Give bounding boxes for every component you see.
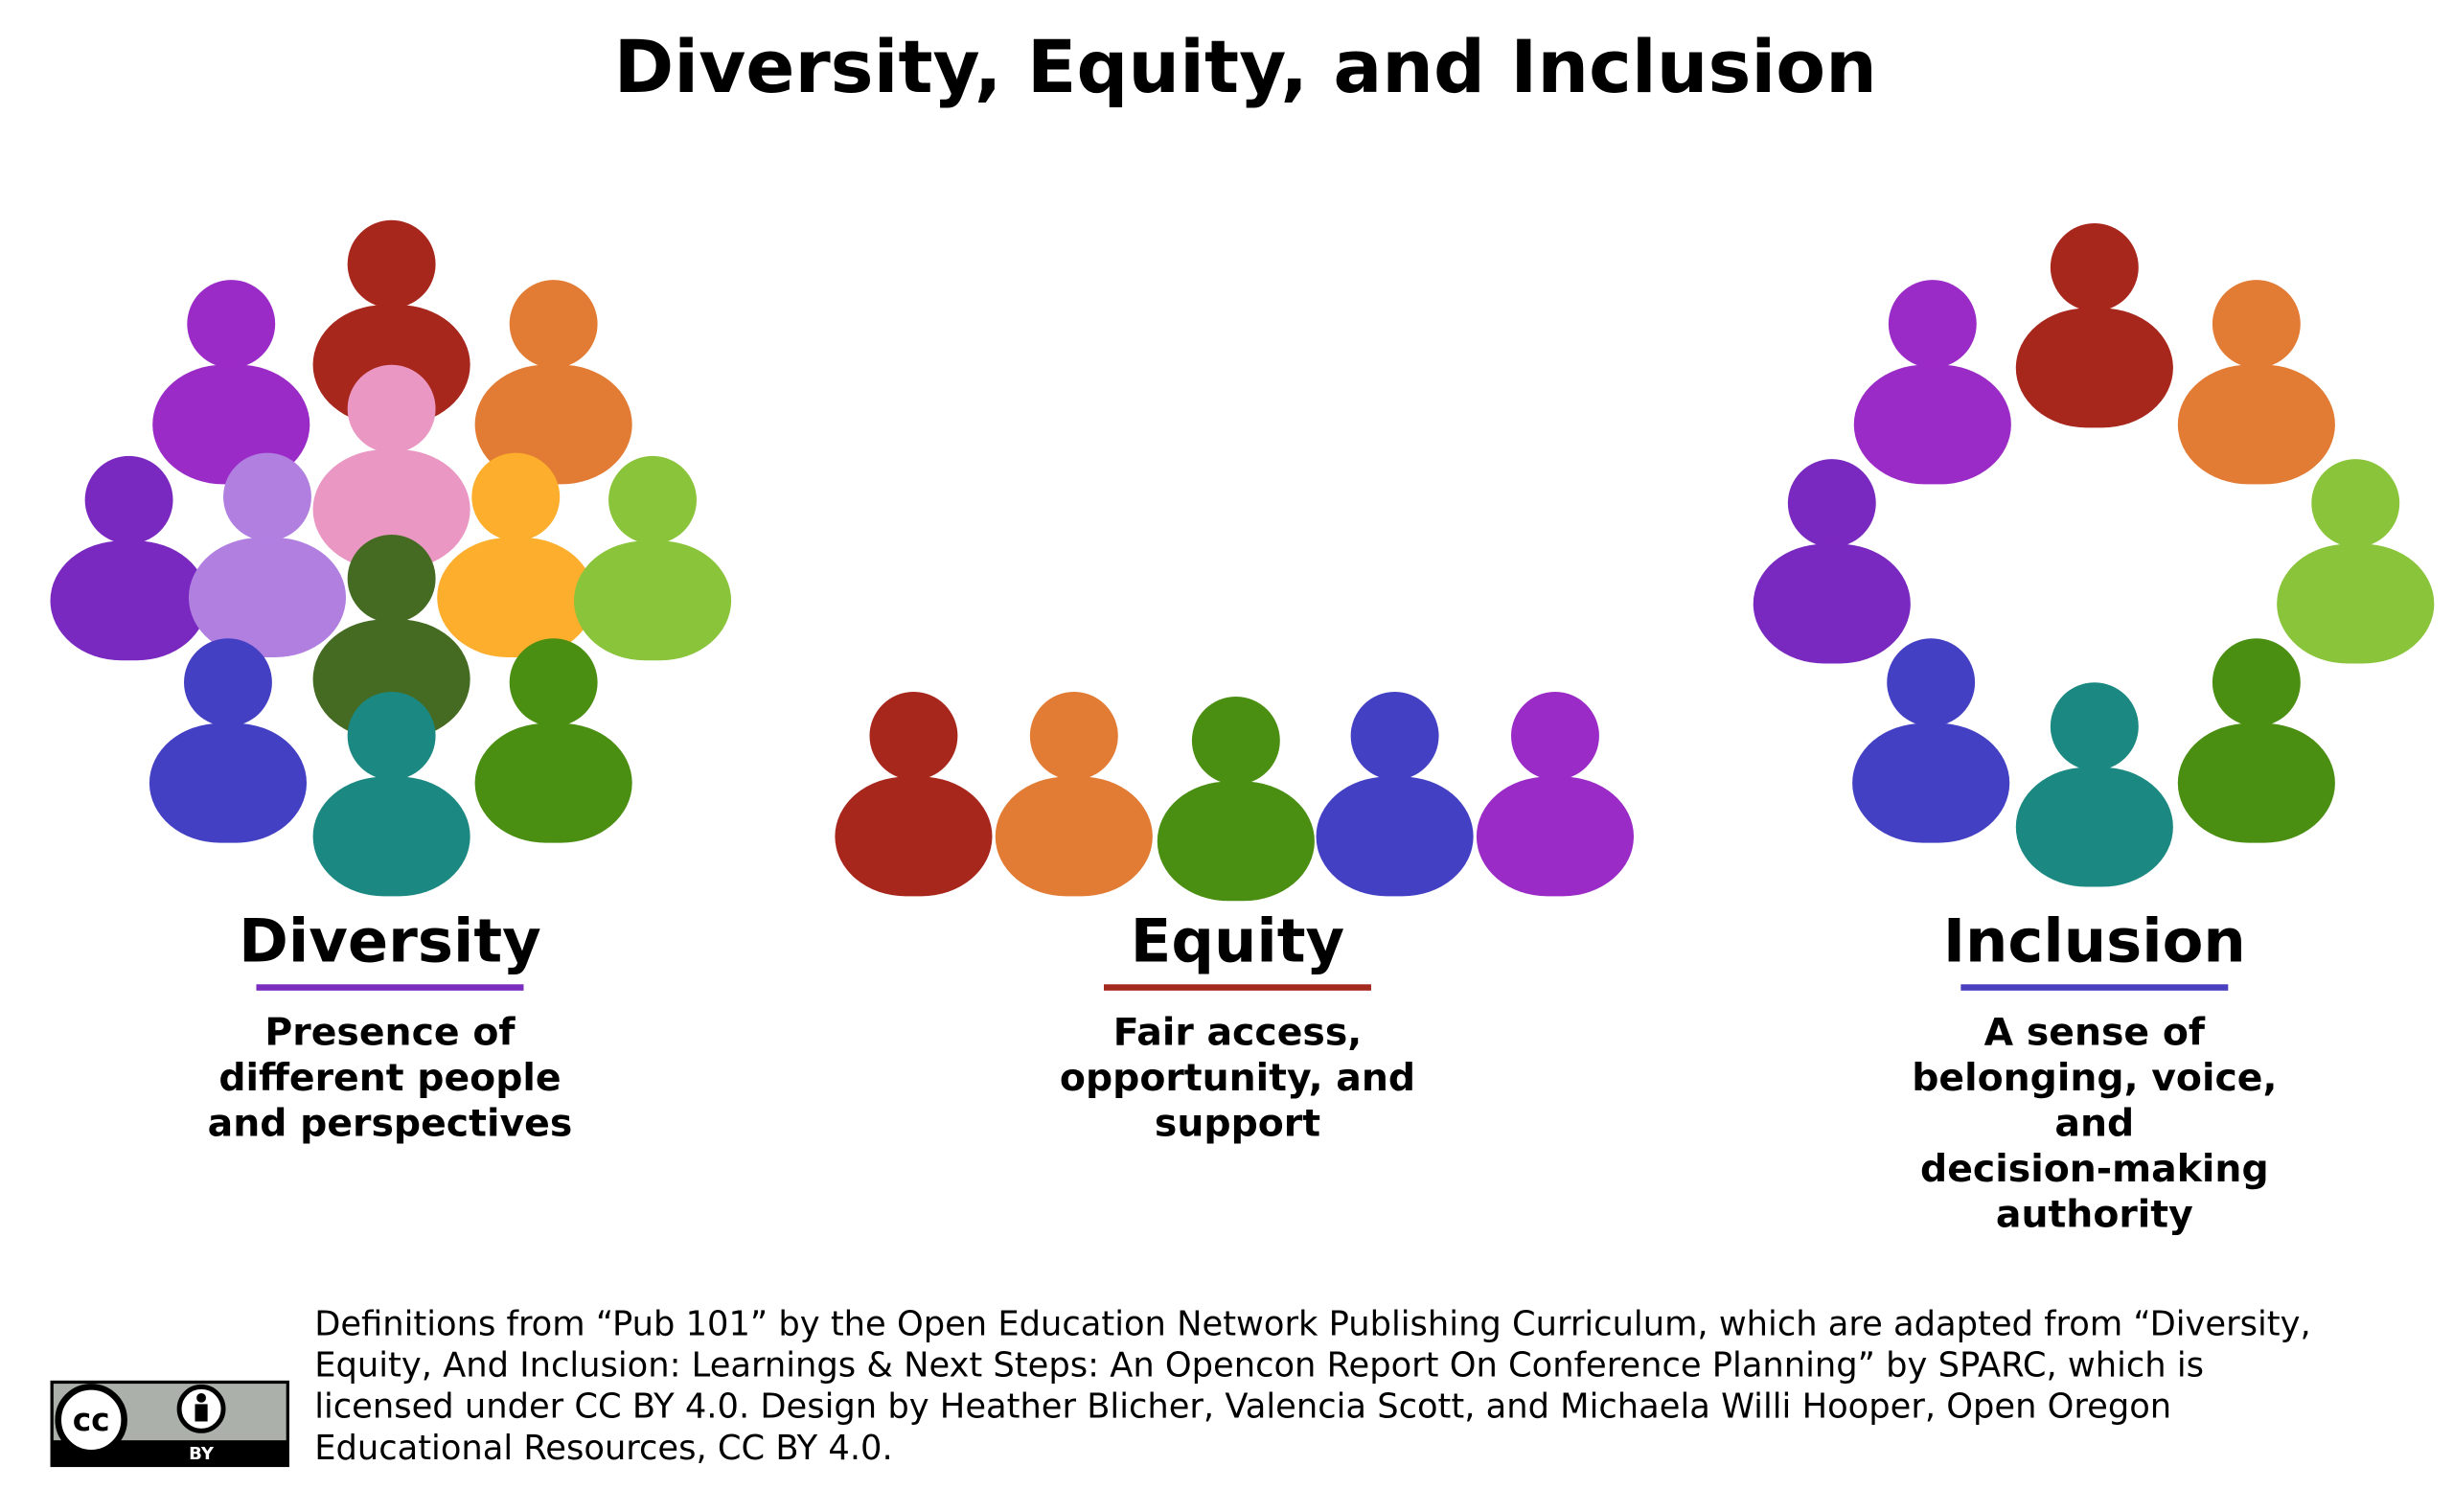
- person-head: [2050, 223, 2139, 311]
- person-head: [1888, 280, 1977, 368]
- person-head: [347, 364, 436, 453]
- person-body: [149, 722, 308, 843]
- person-head: [223, 452, 311, 541]
- section-heading: Diversity: [239, 905, 541, 975]
- person-head: [1350, 692, 1439, 780]
- person-icon: [1853, 280, 2011, 485]
- person-body: [995, 776, 1153, 897]
- person-head: [2311, 459, 2400, 548]
- person-icon: [1157, 696, 1315, 902]
- person-body: [2277, 543, 2435, 664]
- person-body: [573, 540, 732, 661]
- person-icon: [1753, 459, 1911, 664]
- section-description: opportunity, and: [1060, 1056, 1415, 1100]
- person-icon: [188, 452, 347, 657]
- person-icon: [149, 638, 308, 843]
- heading-underline: [1104, 984, 1371, 991]
- person-icon: [2177, 638, 2335, 843]
- person-icon: [995, 692, 1153, 897]
- person-icon: [835, 692, 993, 897]
- person-icon: [437, 452, 595, 657]
- person-icon: [2277, 459, 2435, 664]
- person-head: [471, 452, 561, 541]
- section-description: and perspectives: [208, 1101, 573, 1145]
- person-head: [1029, 692, 1118, 780]
- section-heading: Inclusion: [1943, 905, 2246, 975]
- person-icon: [1476, 692, 1635, 897]
- person-head: [347, 692, 436, 780]
- person-icon: [573, 455, 732, 661]
- person-head: [1191, 696, 1280, 785]
- cc-circle: [55, 1384, 127, 1456]
- section-description: authority: [1996, 1193, 2193, 1237]
- person-body: [2177, 722, 2335, 843]
- person-body: [1753, 543, 1911, 664]
- by-icon-head: [196, 1392, 206, 1403]
- footer-line: Equity, And Inclusion: Learnings & Next …: [314, 1346, 2204, 1386]
- person-body: [1853, 364, 2011, 485]
- section-description: Presence of: [264, 1010, 516, 1054]
- section-description: A sense of: [1984, 1010, 2206, 1054]
- person-head: [509, 638, 598, 727]
- section-description: belonging, voice,: [1912, 1056, 2277, 1100]
- person-body: [50, 540, 208, 661]
- person-icon: [2015, 682, 2173, 887]
- cc-text: cc: [73, 1402, 110, 1438]
- person-icon: [312, 364, 470, 570]
- person-head: [1787, 459, 1876, 548]
- cc-badge: cc BY: [50, 1380, 289, 1468]
- person-icon: [312, 534, 470, 740]
- person-body: [312, 619, 470, 740]
- person-body: [835, 776, 993, 897]
- person-body: [188, 538, 347, 657]
- person-body: [312, 776, 470, 897]
- person-head: [1887, 638, 1976, 727]
- section-description: decision-making: [1920, 1147, 2269, 1191]
- person-head: [347, 534, 436, 623]
- person-icon: [50, 455, 208, 661]
- person-body: [2015, 308, 2173, 428]
- footer-line: Educational Resources, CC BY 4.0.: [314, 1429, 892, 1468]
- person-body: [1476, 776, 1635, 897]
- section-description: Fair access,: [1113, 1010, 1363, 1054]
- by-text: BY: [189, 1444, 215, 1464]
- heading-underline: [1960, 984, 2229, 991]
- person-body: [2177, 364, 2335, 485]
- footer-line: Definitions from “Pub 101” by the Open E…: [314, 1304, 2311, 1343]
- section-description: support: [1155, 1101, 1320, 1145]
- person-body: [474, 722, 632, 843]
- person-body: [1316, 776, 1474, 897]
- person-body: [1852, 722, 2010, 843]
- person-head: [869, 692, 958, 780]
- heading-underline: [256, 984, 524, 991]
- person-head: [2050, 682, 2139, 771]
- by-icon-body: [195, 1404, 208, 1422]
- person-body: [2015, 767, 2173, 887]
- person-icon: [474, 638, 632, 843]
- person-head: [2212, 638, 2301, 727]
- person-head: [608, 455, 697, 544]
- person-head: [184, 638, 272, 727]
- person-head: [1511, 692, 1599, 780]
- person-icon: [312, 692, 470, 897]
- person-head: [509, 280, 598, 368]
- title: Diversity, Equity, and Inclusion: [614, 25, 1877, 109]
- section-description: and: [2054, 1101, 2134, 1145]
- person-head: [187, 280, 276, 368]
- section-description: different people: [218, 1056, 561, 1100]
- person-body: [437, 538, 595, 657]
- person-body: [1157, 781, 1315, 902]
- section-heading: Equity: [1131, 905, 1344, 975]
- person-head: [84, 455, 173, 544]
- person-icon: [2177, 280, 2335, 485]
- person-body: [312, 449, 470, 570]
- person-icon: [1316, 692, 1474, 897]
- person-head: [2212, 280, 2301, 368]
- person-icon: [1852, 638, 2010, 843]
- person-head: [347, 219, 436, 309]
- footer-line: licensed under CC BY 4.0. Design by Heat…: [314, 1387, 2171, 1427]
- person-icon: [2015, 223, 2173, 428]
